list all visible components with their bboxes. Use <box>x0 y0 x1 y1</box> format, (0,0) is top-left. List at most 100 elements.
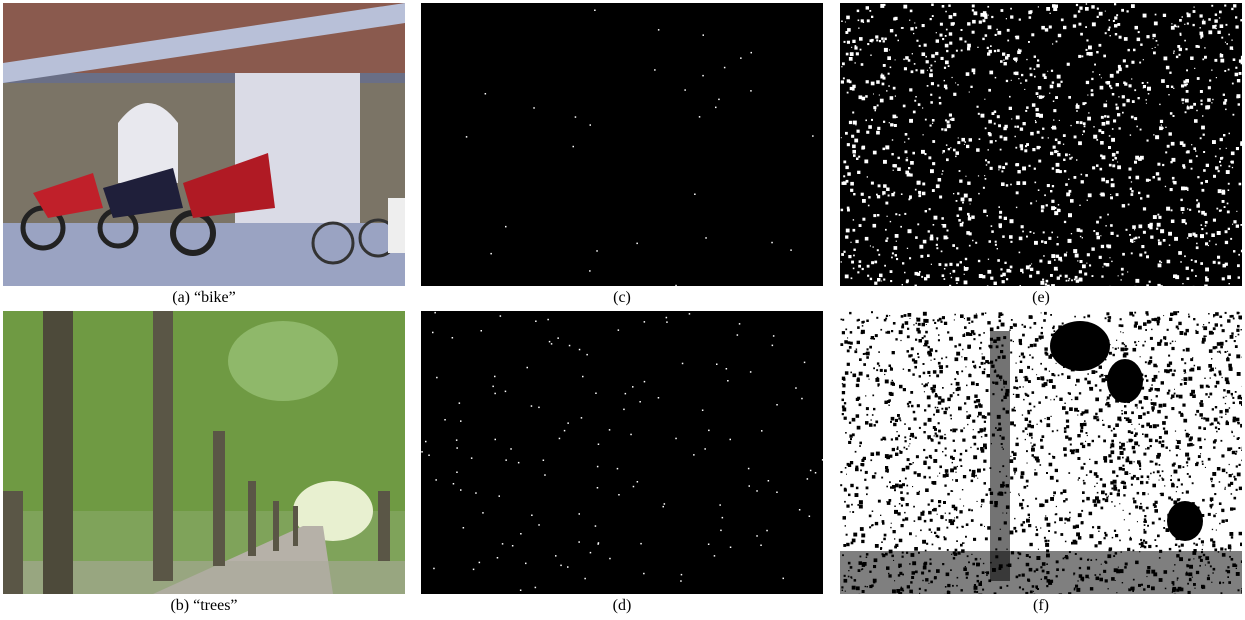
speckle <box>1200 137 1202 139</box>
speckle <box>911 464 912 465</box>
speckle <box>977 399 981 403</box>
speckle <box>978 403 981 406</box>
speckle <box>867 349 868 350</box>
speckle <box>917 473 921 477</box>
speckle <box>1004 62 1007 65</box>
speckle <box>956 540 958 542</box>
speckle <box>1174 393 1176 395</box>
speckle <box>1185 48 1187 50</box>
speckle <box>1078 10 1080 12</box>
speckle <box>909 463 911 465</box>
speckle <box>682 363 684 365</box>
speckle <box>1156 228 1158 230</box>
speckle <box>1029 68 1031 70</box>
speckle <box>1080 429 1083 432</box>
speckle <box>950 468 954 472</box>
speckle <box>1048 530 1050 532</box>
speckle <box>1046 472 1048 474</box>
speckle <box>959 170 961 172</box>
speckle <box>1062 323 1064 325</box>
speckle <box>854 46 857 49</box>
speckle <box>851 277 853 279</box>
speckle <box>1029 568 1033 572</box>
speckle <box>1116 151 1119 154</box>
speckle <box>850 372 852 374</box>
speckle <box>973 436 976 439</box>
speckle <box>1138 341 1139 342</box>
speckle <box>1186 69 1188 71</box>
speckle <box>970 447 971 448</box>
speckle <box>1173 500 1177 504</box>
speckle <box>883 40 885 42</box>
speckle <box>886 469 889 472</box>
speckle <box>920 70 924 74</box>
speckle <box>1213 568 1216 571</box>
speckle <box>928 230 930 232</box>
speckle <box>1171 363 1172 364</box>
speckle <box>969 232 972 235</box>
speckle <box>907 403 909 405</box>
speckle <box>845 525 846 526</box>
speckle <box>1063 489 1067 493</box>
speckle <box>956 516 958 518</box>
speckle <box>1026 450 1028 452</box>
speckle <box>1103 104 1107 108</box>
speckle <box>864 160 868 164</box>
speckle <box>873 408 875 410</box>
speckle <box>1229 407 1230 408</box>
speckle <box>1208 364 1212 368</box>
speckle <box>1028 524 1031 527</box>
speckle <box>1138 31 1140 33</box>
speckle <box>948 407 950 409</box>
speckle <box>1010 421 1014 425</box>
speckle <box>1110 74 1114 78</box>
speckle <box>1079 7 1082 10</box>
speckle <box>946 50 948 52</box>
speckle <box>1194 365 1196 367</box>
speckle <box>937 514 938 515</box>
speckle <box>905 150 908 153</box>
speckle <box>846 505 849 508</box>
speckle <box>999 376 1002 379</box>
speckle <box>1076 105 1080 109</box>
speckle <box>1135 279 1139 283</box>
speckle <box>1109 394 1111 396</box>
speckle <box>1194 513 1197 516</box>
speckle <box>873 581 875 583</box>
speckle <box>1205 393 1207 395</box>
speckle <box>945 61 949 65</box>
speckle <box>1116 193 1119 196</box>
speckle <box>1145 329 1147 331</box>
speckle <box>1045 540 1048 543</box>
speckle <box>1111 178 1114 181</box>
speckle <box>895 59 896 60</box>
speckle <box>1180 141 1184 145</box>
speckle <box>1099 574 1101 576</box>
speckle <box>977 47 978 48</box>
speckle <box>981 506 983 508</box>
speckle <box>979 366 981 368</box>
speckle <box>1236 329 1239 332</box>
speckle <box>1075 553 1077 555</box>
speckle <box>1054 333 1056 335</box>
speckle <box>985 178 987 180</box>
speckle <box>961 549 965 553</box>
speckle <box>865 395 866 396</box>
speckle <box>1006 484 1009 487</box>
speckle <box>1034 570 1036 572</box>
speckle <box>850 566 853 569</box>
speckle <box>1180 383 1183 386</box>
speckle <box>1003 380 1004 381</box>
speckle <box>1019 586 1021 588</box>
speckle <box>1053 101 1055 103</box>
speckle <box>925 56 927 58</box>
speckle <box>930 18 932 20</box>
speckle <box>983 13 987 17</box>
speckle <box>1157 410 1161 414</box>
speckle <box>1131 78 1132 79</box>
speckle <box>945 11 947 13</box>
speckle <box>1043 319 1046 322</box>
speckle <box>1126 400 1128 402</box>
speckle <box>1000 60 1003 63</box>
speckle <box>1185 99 1189 103</box>
